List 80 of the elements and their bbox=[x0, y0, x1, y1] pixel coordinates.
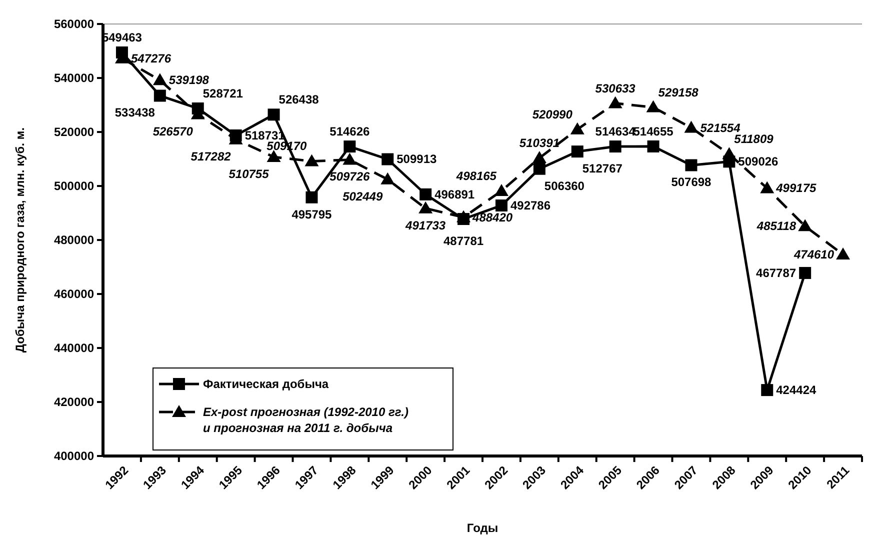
point bbox=[152, 73, 167, 86]
data-label: 424424 bbox=[776, 383, 816, 398]
point bbox=[418, 201, 433, 214]
data-label: 488420 bbox=[472, 210, 513, 224]
point bbox=[532, 150, 546, 163]
point bbox=[344, 140, 356, 153]
data-label: 492786 bbox=[510, 198, 551, 212]
data-label: 509026 bbox=[738, 154, 779, 169]
data-label: 526570 bbox=[152, 124, 194, 138]
point bbox=[533, 162, 546, 175]
point bbox=[685, 159, 698, 172]
data-label: 511809 bbox=[734, 132, 774, 146]
y-tick-label: 480000 bbox=[54, 233, 94, 248]
legend-label: Ex-post прогнозная (1992-2010 гг.) и прогнозная на 2011 г. добыча bbox=[203, 405, 408, 435]
point bbox=[266, 150, 281, 162]
data-label: 510391 bbox=[519, 136, 560, 150]
data-label: 509913 bbox=[396, 152, 437, 166]
y-tick-label: 540000 bbox=[54, 71, 94, 86]
y-tick-label: 420000 bbox=[54, 395, 94, 410]
y-tick-label: 440000 bbox=[54, 341, 94, 356]
point bbox=[836, 248, 850, 260]
data-label: 507698 bbox=[671, 175, 712, 190]
y-axis-title: Добыча природного газа, млн. куб. м. bbox=[13, 127, 27, 353]
data-label: 514626 bbox=[330, 124, 370, 139]
y-tick-label: 400000 bbox=[54, 449, 94, 464]
point bbox=[306, 191, 318, 204]
data-label: 495795 bbox=[292, 207, 332, 222]
legend-label: Фактическая добыча bbox=[203, 377, 329, 392]
y-tick-label: 500000 bbox=[54, 179, 94, 194]
data-label: 506360 bbox=[544, 178, 585, 193]
point bbox=[342, 152, 357, 165]
y-tick-label: 460000 bbox=[54, 287, 94, 302]
data-label: 528721 bbox=[202, 86, 244, 100]
data-label: 510755 bbox=[228, 166, 270, 181]
point bbox=[609, 140, 622, 152]
data-label: 509726 bbox=[330, 170, 370, 184]
point bbox=[494, 184, 508, 196]
data-label: 491733 bbox=[404, 218, 446, 232]
point bbox=[268, 108, 280, 121]
data-label: 514655 bbox=[633, 124, 674, 138]
data-label: 514634 bbox=[595, 124, 636, 138]
data-label: 487781 bbox=[444, 234, 484, 248]
data-label: 547276 bbox=[130, 51, 172, 66]
point bbox=[154, 90, 166, 102]
data-label: 529158 bbox=[658, 85, 699, 100]
data-label: 474610 bbox=[792, 248, 834, 262]
point bbox=[571, 146, 584, 158]
point bbox=[456, 210, 471, 222]
point bbox=[382, 153, 394, 166]
point bbox=[646, 100, 660, 112]
point bbox=[798, 219, 812, 232]
point bbox=[608, 96, 622, 108]
data-label: 485118 bbox=[756, 219, 796, 234]
point bbox=[761, 384, 774, 396]
data-label: 521554 bbox=[700, 120, 741, 135]
point bbox=[420, 188, 432, 200]
data-label: 502449 bbox=[342, 189, 383, 204]
x-axis-title: Годы bbox=[466, 521, 498, 535]
data-label: 499175 bbox=[775, 181, 816, 196]
point bbox=[304, 154, 319, 166]
data-label: 467787 bbox=[756, 266, 796, 280]
data-label: 520990 bbox=[532, 107, 573, 122]
point bbox=[647, 140, 660, 152]
data-label: 496891 bbox=[434, 187, 475, 202]
point bbox=[570, 122, 584, 134]
data-label: 533438 bbox=[114, 106, 156, 120]
y-tick-label: 520000 bbox=[54, 125, 94, 140]
data-label: 526438 bbox=[278, 92, 320, 107]
data-label: 512767 bbox=[582, 162, 623, 176]
point bbox=[799, 266, 812, 279]
point bbox=[495, 199, 508, 212]
y-tick-label: 560000 bbox=[54, 17, 94, 32]
data-label: 530633 bbox=[595, 81, 636, 96]
point bbox=[380, 172, 395, 184]
point bbox=[722, 147, 736, 160]
point bbox=[760, 181, 774, 194]
data-label: 539198 bbox=[168, 73, 210, 88]
point bbox=[684, 120, 698, 133]
data-label: 517282 bbox=[190, 149, 232, 164]
data-label: 498165 bbox=[455, 168, 497, 183]
